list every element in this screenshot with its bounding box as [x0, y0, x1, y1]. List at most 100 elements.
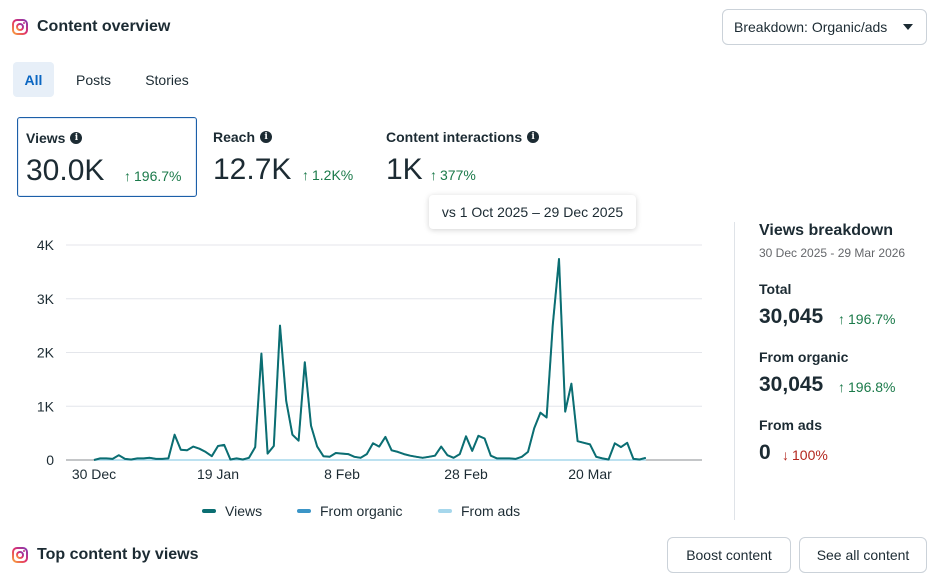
views-data-point[interactable]	[408, 454, 412, 458]
views-series-line[interactable]	[93, 258, 647, 461]
views-data-point[interactable]	[315, 445, 319, 449]
views-data-point[interactable]	[340, 452, 344, 456]
views-data-point[interactable]	[464, 434, 468, 438]
views-data-point[interactable]	[433, 454, 437, 458]
views-data-point[interactable]	[309, 424, 313, 428]
views-data-point[interactable]	[328, 455, 332, 459]
breakdown-dropdown[interactable]: Breakdown: Organic/ads	[722, 9, 927, 45]
views-data-point[interactable]	[594, 455, 598, 459]
views-data-point[interactable]	[532, 426, 536, 430]
views-data-point[interactable]	[303, 360, 307, 364]
views-data-point[interactable]	[173, 433, 177, 437]
views-data-point[interactable]	[576, 439, 580, 443]
views-data-point[interactable]	[135, 456, 139, 460]
views-data-point[interactable]	[104, 456, 108, 460]
views-data-point[interactable]	[414, 455, 418, 459]
views-data-point[interactable]	[613, 441, 617, 445]
views-data-point[interactable]	[402, 452, 406, 456]
views-data-point[interactable]	[359, 456, 363, 460]
views-data-point[interactable]	[365, 452, 369, 456]
metric-card-reach[interactable]: Reach i 12.7K ↑ 1.2K%	[205, 117, 370, 197]
metric-card-content-interactions[interactable]: Content interactions i 1K ↑ 377%	[378, 117, 553, 197]
views-data-point[interactable]	[222, 443, 226, 447]
views-data-point[interactable]	[204, 450, 208, 454]
views-data-point[interactable]	[495, 456, 499, 460]
views-data-point[interactable]	[514, 457, 518, 461]
tab-all[interactable]: All	[13, 62, 54, 97]
views-data-point[interactable]	[284, 399, 288, 403]
views-data-point[interactable]	[117, 453, 121, 457]
views-data-point[interactable]	[452, 456, 456, 460]
views-data-point[interactable]	[247, 456, 251, 460]
views-data-point[interactable]	[290, 433, 294, 437]
views-data-point[interactable]	[619, 445, 623, 449]
views-data-point[interactable]	[142, 456, 146, 460]
tab-posts[interactable]: Posts	[75, 71, 111, 88]
info-icon[interactable]: i	[70, 132, 83, 144]
views-data-point[interactable]	[160, 457, 164, 461]
views-data-point[interactable]	[123, 457, 127, 461]
info-icon[interactable]: i	[527, 131, 540, 143]
views-data-point[interactable]	[396, 450, 400, 454]
views-data-point[interactable]	[439, 445, 443, 449]
views-data-point[interactable]	[476, 434, 480, 438]
views-data-point[interactable]	[588, 442, 592, 446]
views-data-point[interactable]	[383, 435, 387, 439]
views-data-point[interactable]	[470, 449, 474, 453]
views-data-point[interactable]	[210, 454, 214, 458]
views-data-point[interactable]	[390, 448, 394, 452]
views-data-point[interactable]	[445, 453, 449, 457]
views-data-point[interactable]	[545, 416, 549, 420]
views-data-point[interactable]	[352, 455, 356, 459]
legend-ads[interactable]: From ads	[438, 502, 520, 520]
views-data-point[interactable]	[334, 451, 338, 455]
views-data-point[interactable]	[166, 456, 170, 460]
views-data-point[interactable]	[607, 457, 611, 461]
views-data-point[interactable]	[148, 456, 152, 460]
views-data-point[interactable]	[98, 456, 102, 460]
views-data-point[interactable]	[253, 445, 257, 449]
views-data-point[interactable]	[272, 444, 276, 448]
views-data-point[interactable]	[179, 448, 183, 452]
views-data-point[interactable]	[520, 455, 524, 459]
views-data-point[interactable]	[631, 457, 635, 461]
views-data-point[interactable]	[111, 457, 115, 461]
views-data-point[interactable]	[266, 452, 270, 456]
info-icon[interactable]: i	[260, 131, 273, 143]
views-data-point[interactable]	[644, 456, 648, 460]
views-data-point[interactable]	[377, 445, 381, 449]
views-data-point[interactable]	[371, 441, 375, 445]
legend-organic[interactable]: From organic	[297, 502, 402, 520]
views-data-point[interactable]	[538, 411, 542, 415]
views-data-point[interactable]	[582, 441, 586, 445]
views-data-point[interactable]	[235, 456, 239, 460]
views-data-point[interactable]	[625, 441, 629, 445]
views-data-point[interactable]	[427, 455, 431, 459]
legend-views[interactable]: Views	[202, 502, 262, 520]
views-data-point[interactable]	[421, 456, 425, 460]
views-data-point[interactable]	[278, 324, 282, 328]
views-data-point[interactable]	[259, 352, 263, 356]
views-data-point[interactable]	[241, 457, 245, 461]
boost-content-button[interactable]: Boost content	[667, 537, 791, 573]
views-data-point[interactable]	[600, 456, 604, 460]
tab-stories[interactable]: Stories	[145, 71, 189, 88]
views-data-point[interactable]	[551, 323, 555, 327]
views-data-point[interactable]	[321, 454, 325, 458]
views-data-point[interactable]	[557, 257, 561, 261]
views-data-point[interactable]	[563, 410, 567, 414]
views-data-point[interactable]	[228, 457, 232, 461]
views-data-point[interactable]	[92, 458, 96, 462]
views-data-point[interactable]	[154, 457, 158, 461]
views-data-point[interactable]	[346, 452, 350, 456]
views-data-point[interactable]	[569, 382, 573, 386]
views-data-point[interactable]	[458, 452, 462, 456]
see-all-content-button[interactable]: See all content	[799, 537, 927, 573]
views-data-point[interactable]	[197, 447, 201, 451]
views-data-point[interactable]	[483, 437, 487, 441]
views-data-point[interactable]	[638, 457, 642, 461]
views-data-point[interactable]	[129, 457, 133, 461]
views-data-point[interactable]	[216, 444, 220, 448]
views-data-point[interactable]	[185, 448, 189, 452]
views-data-point[interactable]	[501, 456, 505, 460]
